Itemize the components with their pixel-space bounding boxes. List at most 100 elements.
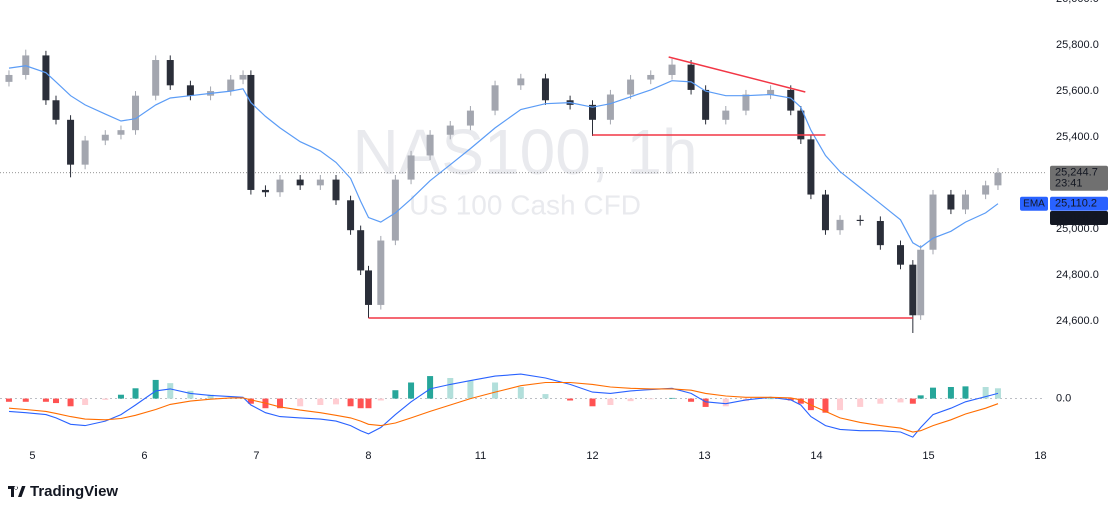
candle-body (261, 189, 269, 193)
macd-histogram-bar (117, 394, 124, 399)
candle-body (876, 220, 884, 246)
y-tick-label: 25,000.0 (1056, 223, 1099, 235)
macd-histogram-bar (277, 398, 284, 409)
candle-body (391, 179, 399, 241)
macd-histogram-bar (447, 378, 454, 399)
macd-histogram-bar (797, 398, 804, 404)
candle-body (227, 79, 235, 92)
macd-histogram-bar (5, 398, 12, 402)
macd-histogram-bar (909, 398, 916, 404)
candle-body (517, 78, 525, 86)
macd-histogram-bar (567, 398, 574, 401)
candle-body (742, 94, 750, 111)
candle-body (836, 219, 844, 231)
candle-body (364, 270, 372, 305)
candle-body (316, 179, 324, 186)
candle-body (247, 74, 255, 190)
candle-body (377, 240, 385, 305)
macd-histogram-bar (822, 398, 829, 413)
trendline (668, 56, 806, 93)
macd-histogram-bar (517, 387, 524, 399)
candle-body (22, 55, 30, 75)
ema-line (8, 65, 999, 249)
x-tick-label: 15 (922, 450, 934, 462)
brand-logo (8, 486, 26, 497)
candle-body (5, 74, 13, 82)
x-tick-label: 18 (1034, 450, 1046, 462)
macd-histogram-bar (542, 394, 549, 399)
macd-histogram-bar (929, 387, 936, 399)
macd-histogram-bar (207, 394, 214, 399)
candle-body (466, 110, 474, 126)
macd-histogram-bar (297, 398, 304, 407)
macd-histogram-bar (702, 398, 709, 407)
candle-body (821, 194, 829, 231)
candle-body (982, 185, 990, 195)
macd-histogram-bar (42, 398, 49, 402)
candle-body (491, 85, 499, 111)
macd-histogram-bar (669, 397, 676, 399)
candle-body (897, 245, 905, 265)
macd-histogram-bar (947, 387, 954, 399)
candle-body (994, 172, 1002, 186)
candle-body (407, 155, 415, 180)
candle-body (627, 79, 635, 95)
macd-histogram-bar (688, 398, 695, 402)
candle-body (42, 55, 50, 101)
ema-value-label: 25,110.2 (1055, 198, 1097, 210)
macd-histogram-bar (102, 398, 109, 400)
candle-body (81, 140, 89, 165)
macd-histogram-bar (607, 398, 614, 405)
candle-body (357, 230, 365, 271)
macd-histogram-bar (167, 383, 174, 399)
candle-body (347, 200, 355, 231)
last-price-label: 25,244.7 (1055, 167, 1098, 179)
macd-histogram-bar (187, 390, 194, 399)
macd-histogram-bar (962, 386, 969, 399)
x-tick-label: 14 (810, 450, 822, 462)
brand-name: TradingView (30, 483, 118, 500)
signal-line (8, 381, 999, 433)
candle-body (239, 74, 247, 80)
candle-body (276, 179, 284, 193)
macd-histogram-bar (877, 398, 884, 404)
macd-histogram-bar (347, 398, 354, 407)
candle-body (917, 249, 925, 316)
macd-tick-label: 0.0 (1056, 392, 1071, 404)
watermark: NAS100, 1h (352, 116, 697, 188)
x-tick-label: 11 (475, 450, 486, 462)
macd-histogram-bar (365, 398, 372, 409)
level-box (1050, 210, 1108, 225)
candle-body (132, 95, 140, 131)
candle-body (446, 125, 454, 135)
candle-body (52, 100, 60, 120)
candle-body (67, 119, 75, 165)
candle-body (541, 78, 549, 101)
candle-body (797, 110, 805, 140)
candle-body (332, 179, 340, 201)
candle-body (101, 134, 109, 141)
candle-body (117, 130, 125, 135)
watermark-subtitle: US 100 Cash CFD (409, 189, 641, 220)
y-tick-label: 25,400.0 (1056, 131, 1099, 143)
candle-body (929, 194, 937, 250)
candle-body (807, 139, 815, 195)
candle-body (702, 89, 710, 120)
candle-body (687, 64, 695, 90)
macd-histogram-bar (767, 398, 774, 400)
macd-histogram-bar (392, 390, 399, 399)
ema-name-box (1020, 196, 1048, 211)
macd-histogram-bar (647, 398, 654, 400)
y-tick-label: 25,800.0 (1056, 39, 1099, 51)
candle-body (152, 60, 160, 96)
x-tick-label: 6 (141, 450, 147, 462)
macd-histogram-bar (627, 398, 634, 402)
candle-body (856, 219, 864, 221)
y-tick-label: 26,000.0 (1056, 0, 1099, 5)
candle-body (606, 94, 614, 120)
candle-body (668, 64, 676, 75)
candle-body (166, 60, 174, 86)
macd-histogram-bar (467, 380, 474, 399)
candle-body (186, 85, 194, 96)
